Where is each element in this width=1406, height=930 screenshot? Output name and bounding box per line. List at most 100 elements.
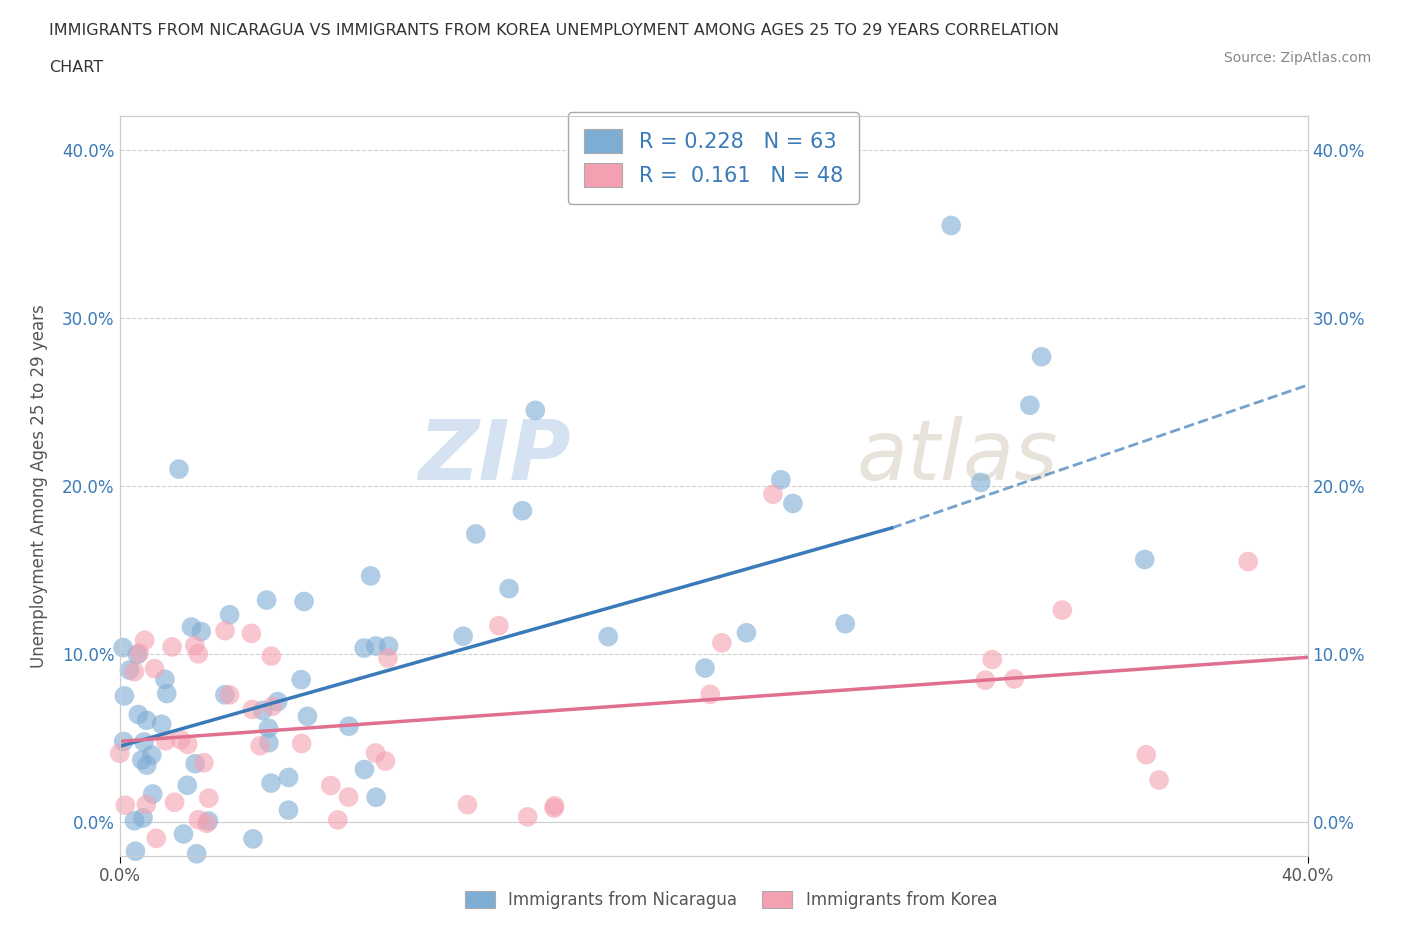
Text: atlas: atlas: [856, 416, 1057, 497]
Point: [172, 827, 194, 842]
Point: [1018, 398, 1040, 413]
Point: [451, 629, 474, 644]
Point: [118, 662, 141, 677]
Text: IMMIGRANTS FROM NICARAGUA VS IMMIGRANTS FROM KOREA UNEMPLOYMENT AMONG AGES 25 TO: IMMIGRANTS FROM NICARAGUA VS IMMIGRANTS …: [49, 23, 1059, 38]
Point: [214, 623, 236, 638]
Point: [127, 647, 149, 662]
Point: [135, 758, 157, 773]
Point: [374, 753, 396, 768]
Point: [543, 799, 565, 814]
Point: [769, 472, 792, 487]
Point: [377, 639, 399, 654]
Point: [160, 640, 183, 655]
Point: [297, 709, 319, 724]
Point: [364, 790, 387, 804]
Point: [337, 790, 360, 804]
Point: [156, 686, 179, 701]
Point: [337, 719, 360, 734]
Point: [377, 651, 399, 666]
Point: [598, 630, 620, 644]
Point: [252, 703, 274, 718]
Point: [155, 734, 177, 749]
Point: [134, 632, 156, 647]
Point: [735, 625, 758, 640]
Point: [516, 809, 538, 824]
Text: CHART: CHART: [49, 60, 103, 75]
Point: [260, 776, 283, 790]
Point: [186, 846, 208, 861]
Point: [145, 830, 167, 845]
Point: [699, 687, 721, 702]
Point: [132, 735, 155, 750]
Point: [184, 638, 207, 653]
Point: [218, 607, 240, 622]
Point: [214, 687, 236, 702]
Point: [176, 777, 198, 792]
Point: [218, 687, 240, 702]
Point: [256, 592, 278, 607]
Text: ZIP: ZIP: [419, 416, 571, 497]
Point: [143, 661, 166, 676]
Point: [242, 702, 264, 717]
Point: [153, 671, 176, 686]
Point: [184, 756, 207, 771]
Point: [127, 707, 149, 722]
Point: [290, 672, 312, 687]
Point: [124, 664, 146, 679]
Point: [353, 641, 375, 656]
Point: [981, 652, 1004, 667]
Text: Source: ZipAtlas.com: Source: ZipAtlas.com: [1223, 51, 1371, 65]
Point: [180, 619, 202, 634]
Point: [193, 755, 215, 770]
Point: [135, 712, 157, 727]
Point: [1133, 552, 1156, 567]
Point: [197, 814, 219, 829]
Point: [291, 736, 314, 751]
Point: [135, 797, 157, 812]
Point: [150, 717, 173, 732]
Point: [242, 831, 264, 846]
Point: [1052, 603, 1074, 618]
Point: [249, 738, 271, 753]
Point: [693, 660, 716, 675]
Point: [112, 734, 135, 749]
Point: [1237, 554, 1260, 569]
Point: [319, 778, 342, 793]
Point: [1135, 748, 1157, 763]
Point: [762, 487, 785, 502]
Point: [124, 844, 146, 858]
Point: [124, 814, 146, 829]
Point: [512, 503, 534, 518]
Point: [364, 639, 387, 654]
Point: [464, 526, 486, 541]
Point: [190, 624, 212, 639]
Point: [132, 810, 155, 825]
Point: [114, 798, 136, 813]
Point: [277, 770, 299, 785]
Point: [187, 812, 209, 827]
Point: [543, 801, 565, 816]
Point: [131, 752, 153, 767]
Point: [1031, 350, 1053, 365]
Point: [326, 813, 349, 828]
Point: [353, 762, 375, 777]
Point: [260, 649, 283, 664]
Point: [1147, 773, 1170, 788]
Point: [498, 581, 520, 596]
Point: [141, 748, 163, 763]
Point: [128, 645, 150, 660]
Point: [782, 496, 804, 511]
Point: [257, 736, 280, 751]
Point: [277, 803, 299, 817]
Point: [257, 721, 280, 736]
Point: [360, 568, 382, 583]
Point: [710, 635, 733, 650]
Point: [167, 461, 190, 476]
Point: [169, 732, 191, 747]
Point: [187, 646, 209, 661]
Point: [524, 403, 547, 418]
Legend: R = 0.228   N = 63, R =  0.161   N = 48: R = 0.228 N = 63, R = 0.161 N = 48: [568, 112, 859, 204]
Y-axis label: Unemployment Among Ages 25 to 29 years: Unemployment Among Ages 25 to 29 years: [31, 304, 48, 668]
Point: [262, 699, 284, 714]
Point: [195, 816, 218, 830]
